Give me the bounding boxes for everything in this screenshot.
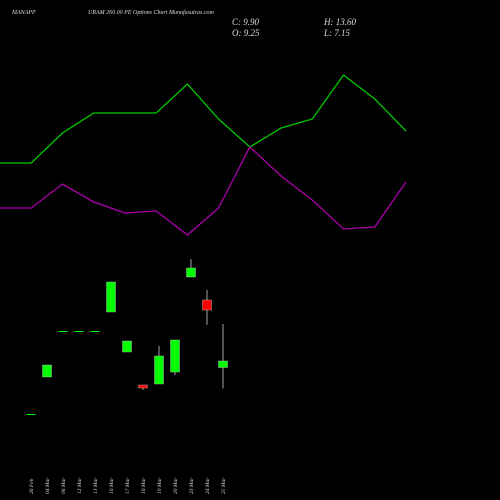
x-tick-label: 23 Mar xyxy=(189,477,195,494)
x-tick-label: 04 Mar xyxy=(44,477,51,494)
stat: H: 13.60 xyxy=(323,17,356,27)
candle-body xyxy=(58,331,68,332)
chart-title: MANAPP xyxy=(11,10,36,16)
x-tick-label: 24 Mar xyxy=(204,477,211,494)
x-tick-label: 12 Mar xyxy=(77,477,83,494)
candle-body xyxy=(42,364,52,378)
indicator-line xyxy=(0,74,407,164)
indicator-line xyxy=(0,145,407,236)
x-tick-label: 19 Mar xyxy=(157,477,163,494)
x-tick-label: 26 Feb xyxy=(29,478,35,494)
candle-body xyxy=(74,331,84,332)
x-tick-label: 20 Mar xyxy=(173,477,179,494)
candle-body xyxy=(154,355,164,385)
stat: O: 9.25 xyxy=(232,28,260,38)
candle-body xyxy=(138,384,148,389)
candle-body xyxy=(202,299,212,311)
x-tick-label: 18 Mar xyxy=(141,477,147,494)
candle-body xyxy=(26,414,36,415)
chart-subtitle: URAM 260.00 PE Options Chart Munafasutra… xyxy=(88,9,214,16)
candle-body xyxy=(90,331,100,332)
stat: L: 7.15 xyxy=(323,28,351,38)
candle-body xyxy=(106,281,116,313)
x-tick-label: 13 Mar xyxy=(93,477,99,494)
x-tick-label: 16 Mar xyxy=(109,477,115,494)
x-tick-label: 17 Mar xyxy=(125,477,131,494)
stat: C: 9.90 xyxy=(232,17,260,27)
candle-body xyxy=(186,267,196,278)
x-tick-label: 06 Mar xyxy=(61,477,67,494)
candle-body xyxy=(218,360,228,368)
candle-body xyxy=(122,340,132,353)
candle-body xyxy=(170,339,180,373)
x-tick-label: 25 Mar xyxy=(221,477,227,494)
